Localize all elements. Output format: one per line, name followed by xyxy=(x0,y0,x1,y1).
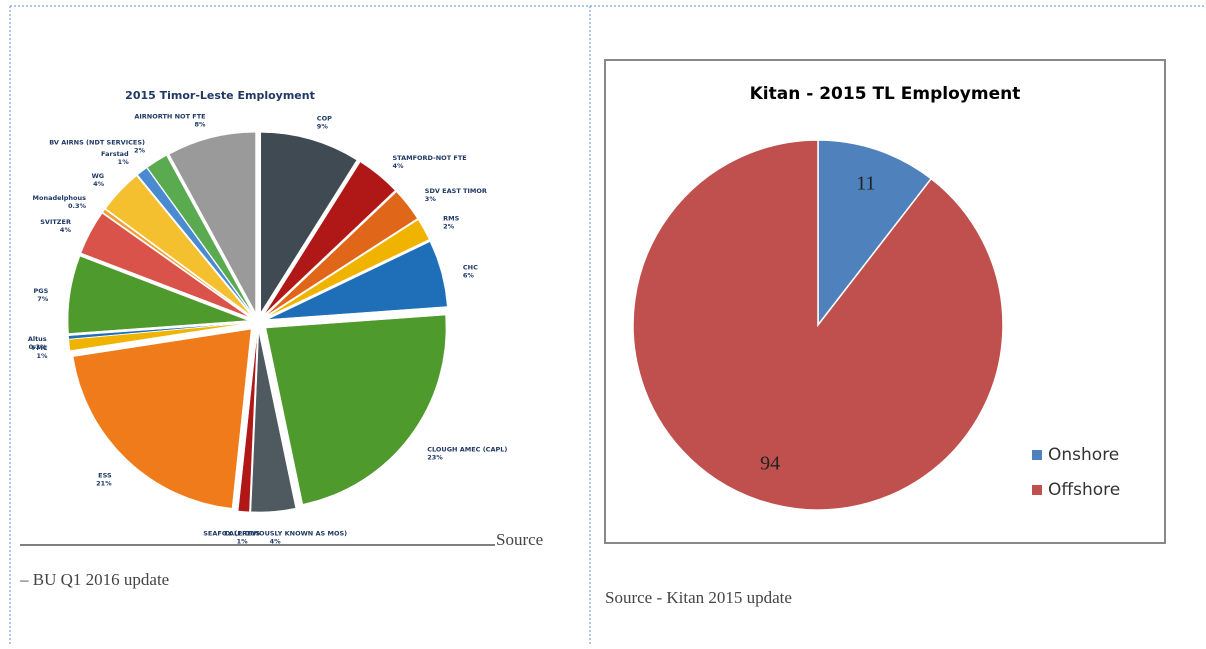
slice-name: SEAFOX (PREVIOUSLY KNOWN AS MOS) xyxy=(203,529,347,537)
pie-slice xyxy=(632,139,1004,511)
pie-slice xyxy=(68,322,249,351)
slice-label: SEAFOX (PREVIOUSLY KNOWN AS MOS) 4% xyxy=(203,529,347,545)
slice-name: WG xyxy=(92,172,105,180)
slice-name: SDV EAST TIMOR xyxy=(425,187,487,195)
slice-name: SVITZER xyxy=(40,218,71,226)
slice-value: 4% xyxy=(60,226,72,234)
slice-value: 7% xyxy=(37,295,49,303)
pie-slice xyxy=(72,328,252,509)
pie-slice xyxy=(266,219,430,318)
pie-slice xyxy=(68,322,249,340)
pie-slice xyxy=(817,139,933,328)
pie-slice xyxy=(137,167,253,315)
slice-value: 1% xyxy=(37,352,49,360)
slice-label: FMC 1% xyxy=(32,344,48,360)
slice-label: AIRNORTH NOT FTE 8% xyxy=(134,113,206,129)
slice-name: CLOUGH AMEC (CAPL) xyxy=(427,446,507,454)
slice-name: FMC xyxy=(32,344,48,352)
slice-name: CHC xyxy=(463,264,478,272)
slice-label: Farstad 1% xyxy=(101,150,129,166)
slice-label: BV AIRNS (NDT SERVICES) 2% xyxy=(49,139,145,155)
slice-value: 9% xyxy=(317,122,329,130)
slice-label: CLOUGH AMEC (CAPL) 23% xyxy=(427,446,507,462)
pie-slice xyxy=(80,213,250,318)
slice-value: 1% xyxy=(118,158,130,166)
pie-slice xyxy=(237,331,258,513)
slice-label: SVITZER 4% xyxy=(40,218,71,234)
slice-label: Monadelphous 0.3% xyxy=(33,194,87,210)
slice-value: 3% xyxy=(425,195,437,203)
slice-label: COP 9% xyxy=(317,114,332,130)
pie-slice xyxy=(260,132,358,314)
slice-name: Farstad xyxy=(101,150,129,158)
slice-name: STAMFORD-NOT FTE xyxy=(392,154,466,162)
slice-label: PGS 7% xyxy=(33,287,48,303)
slice-label: STAMFORD-NOT FTE 4% xyxy=(392,154,466,170)
caption: Source xyxy=(496,530,543,549)
caption: Source - Kitan 2015 update xyxy=(605,588,792,607)
legend-label: Offshore xyxy=(1048,480,1120,500)
slice-value: 6% xyxy=(463,272,475,280)
pie-slice xyxy=(265,314,447,505)
slice-name: COP xyxy=(317,114,332,122)
slice-value: 8% xyxy=(195,121,207,129)
slice-name: ESS xyxy=(98,471,112,479)
slice-value: 4% xyxy=(270,537,282,545)
slice-label: WG 4% xyxy=(92,172,105,188)
slice-value: 0.3% xyxy=(68,202,87,210)
slice-name: BV AIRNS (NDT SERVICES) xyxy=(49,139,145,147)
legend-label: Onshore xyxy=(1048,445,1119,465)
chart-title: Kitan - 2015 TL Employment xyxy=(750,84,1021,104)
slice-label: CHC 6% xyxy=(463,264,478,280)
slice-name: Monadelphous xyxy=(33,194,87,202)
pie-slice xyxy=(250,331,296,513)
slice-value: 2% xyxy=(134,147,146,155)
slice-value: 23% xyxy=(427,454,443,462)
slice-value: 0.3% xyxy=(29,343,48,351)
slice-name: PGS xyxy=(33,287,48,295)
slice-value: 4% xyxy=(93,180,105,188)
slice-value: 2% xyxy=(443,223,455,231)
pie-slice xyxy=(102,209,251,317)
slice-name: CALLIDUS xyxy=(224,529,260,537)
pie-slice xyxy=(147,155,253,314)
pie-slice xyxy=(67,255,249,334)
slice-label: CALLIDUS 1% xyxy=(224,529,260,545)
slice-name: Altus xyxy=(28,335,47,343)
slice-name: AIRNORTH NOT FTE xyxy=(134,113,205,121)
slice-label: ESS 21% xyxy=(96,471,112,487)
pie-slice xyxy=(264,161,396,315)
pie-slice xyxy=(265,191,418,317)
chart-title: 2015 Timor-Leste Employment xyxy=(125,89,315,102)
slice-value: 1% xyxy=(237,537,249,545)
slice-value: 21% xyxy=(96,479,112,487)
data-label: 11 xyxy=(856,173,875,195)
caption: – BU Q1 2016 update xyxy=(19,570,169,589)
data-label: 94 xyxy=(760,453,780,475)
slice-name: RMS xyxy=(443,215,459,223)
pie-slice xyxy=(267,241,448,320)
slice-value: 4% xyxy=(392,162,404,170)
legend-swatch xyxy=(1032,450,1042,460)
legend-swatch xyxy=(1032,485,1042,495)
slice-label: RMS 2% xyxy=(443,215,459,231)
pie-slice xyxy=(168,132,256,313)
pie-slice xyxy=(105,175,251,316)
slice-label: Altus 0.3% xyxy=(28,335,47,351)
slice-label: SDV EAST TIMOR 3% xyxy=(425,187,487,203)
